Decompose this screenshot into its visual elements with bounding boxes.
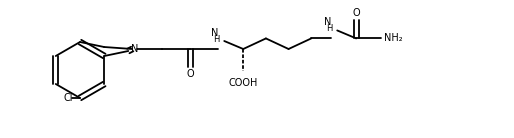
Text: N: N (131, 44, 138, 54)
Text: O: O (353, 8, 360, 18)
Text: N: N (323, 17, 331, 27)
Text: H: H (213, 34, 219, 43)
Text: N: N (211, 28, 218, 38)
Text: Cl: Cl (63, 93, 73, 103)
Text: COOH: COOH (229, 78, 258, 88)
Text: H: H (326, 24, 333, 33)
Text: O: O (187, 69, 194, 79)
Text: NH₂: NH₂ (384, 33, 402, 43)
